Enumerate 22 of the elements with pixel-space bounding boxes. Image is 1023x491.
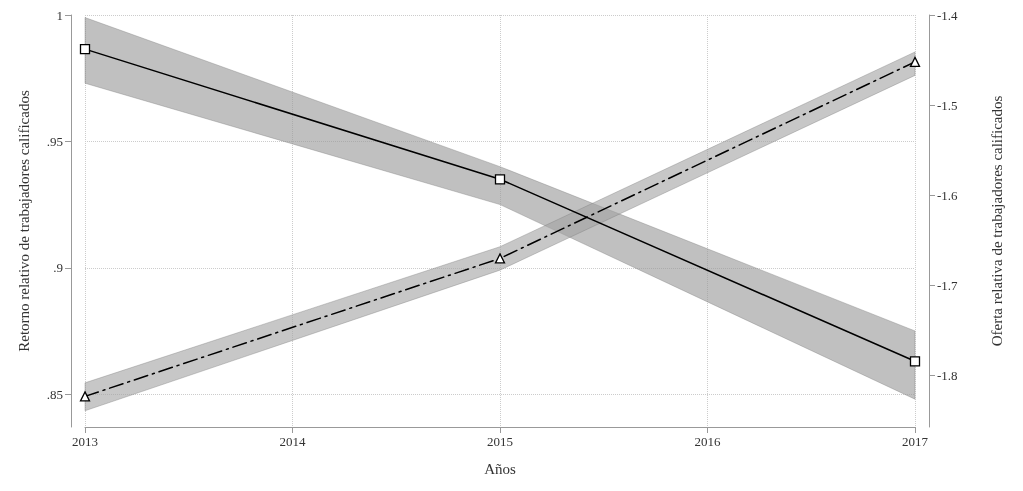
x-tick-label: 2017 (902, 434, 929, 449)
y2-tick-label: -1.8 (937, 368, 958, 384)
point (494, 253, 506, 264)
y2-axis-title: Oferta relativa de trabajadores calificados (988, 95, 1005, 347)
x-axis-title: Años (484, 460, 516, 477)
x-tick-label: 2013 (72, 434, 98, 449)
y-axis-title: Retorno relativo de trabajadores calificados (15, 90, 32, 352)
y2-tick-label: -1.4 (937, 7, 959, 23)
point (79, 43, 91, 55)
y2-tick-label: -1.5 (937, 97, 958, 113)
point (79, 391, 91, 402)
y-tick-label: .95 (46, 133, 63, 149)
x-tick-label: 2014 (279, 434, 306, 449)
point (494, 174, 506, 185)
y2-tick-label: -1.6 (937, 187, 959, 203)
y-tick-label: .9 (53, 260, 63, 276)
x-tick-label: 2015 (487, 434, 513, 449)
x-tick-label: 2016 (694, 434, 721, 449)
point (909, 356, 921, 367)
y-tick-label: .85 (46, 386, 63, 402)
y2-tick-label: -1.7 (937, 277, 959, 293)
y-tick-label: 1 (56, 7, 63, 23)
